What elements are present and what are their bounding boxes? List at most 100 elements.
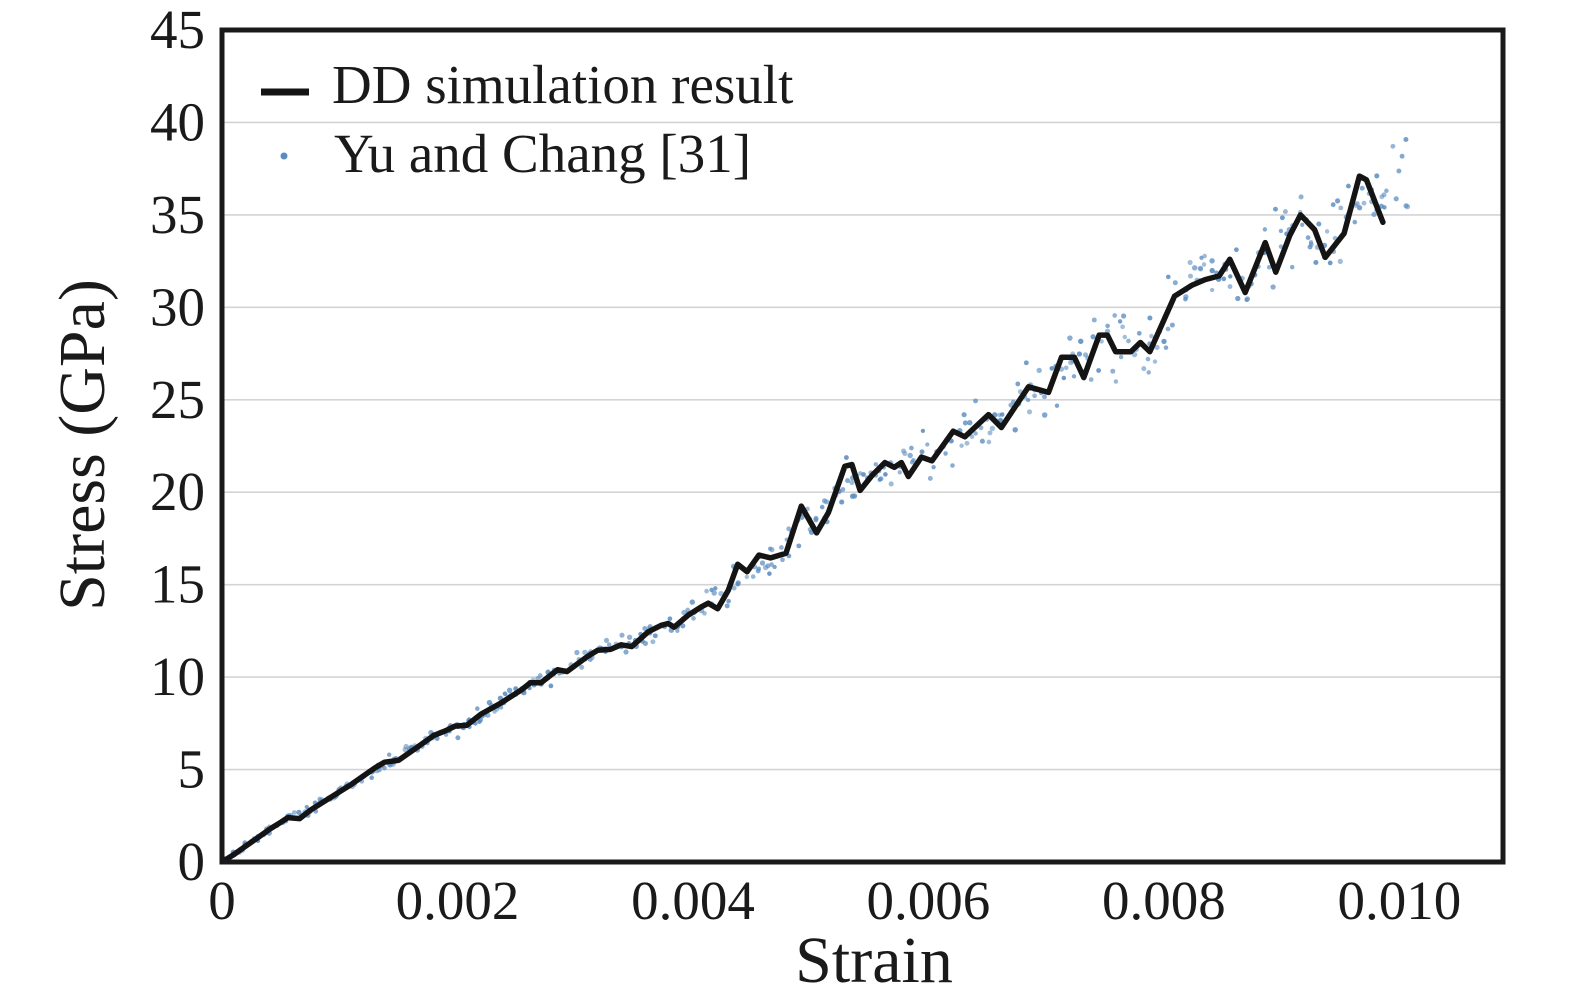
- x-tick-label-0.002: 0.002: [396, 870, 520, 931]
- scatter-point: [579, 664, 585, 670]
- scatter-point: [667, 616, 673, 622]
- scatter-point: [986, 439, 992, 445]
- scatter-point: [650, 639, 656, 645]
- scatter-point: [999, 412, 1005, 417]
- scatter-point: [1262, 227, 1268, 232]
- scatter-point: [1278, 244, 1284, 249]
- scatter-point: [1105, 323, 1110, 329]
- scatter-point: [1305, 235, 1311, 240]
- scatter-point: [1266, 265, 1272, 270]
- scatter-point: [1136, 330, 1142, 336]
- scatter-point: [574, 649, 580, 656]
- scatter-point: [978, 425, 984, 431]
- scatter-point: [1359, 185, 1365, 191]
- scatter-point: [1270, 284, 1276, 290]
- scatter-point: [537, 673, 543, 678]
- scatter-point: [1337, 258, 1343, 265]
- scatter-point: [769, 562, 774, 567]
- scatter-point: [1042, 394, 1047, 400]
- scatter-point: [1374, 173, 1380, 179]
- y-axis-tick-labels: 0 5 10 15 20 25 30 35 40 45: [150, 0, 205, 892]
- scatter-point: [911, 457, 916, 463]
- scatter-point: [973, 398, 978, 404]
- scatter-point: [623, 649, 629, 655]
- y-axis-title: Stress (GPa): [46, 279, 119, 611]
- scatter-point: [1036, 367, 1042, 374]
- scatter-point: [603, 637, 610, 643]
- scatter-point: [997, 417, 1003, 423]
- scatter-point: [1063, 365, 1069, 371]
- scatter-point: [902, 451, 908, 457]
- scatter-point: [843, 455, 849, 461]
- y-tick-label-45: 45: [150, 0, 205, 60]
- scatter-point: [1313, 259, 1319, 266]
- scatter-point: [402, 746, 409, 753]
- scatter-point: [455, 735, 461, 741]
- scatter-point: [883, 472, 888, 477]
- scatter-point: [691, 616, 696, 621]
- x-axis-title: Strain: [795, 924, 953, 997]
- scatter-point: [1012, 427, 1018, 433]
- scatter-point: [979, 438, 985, 444]
- scatter-point: [382, 765, 387, 771]
- scatter-point: [1399, 153, 1405, 159]
- scatter-point: [1015, 381, 1021, 387]
- scatter-point: [989, 425, 996, 432]
- scatter-point: [962, 420, 968, 426]
- scatter-point: [744, 574, 749, 580]
- scatter-point: [1154, 344, 1160, 351]
- scatter-point: [1396, 168, 1402, 174]
- scatter-point: [927, 475, 933, 481]
- scatter-point: [1201, 262, 1207, 267]
- scatter-point: [849, 480, 855, 486]
- scatter-point: [606, 642, 612, 647]
- scatter-point: [1198, 266, 1204, 272]
- scatter-point: [1099, 339, 1104, 344]
- scatter-point: [1172, 280, 1178, 286]
- scatter-point: [907, 452, 913, 459]
- scatter-point: [1041, 412, 1048, 418]
- scatter-point: [950, 463, 955, 468]
- y-tick-label-5: 5: [178, 739, 206, 800]
- scatter-point: [1199, 255, 1204, 260]
- scatter-point: [1113, 379, 1119, 384]
- y-tick-label-0: 0: [178, 831, 206, 892]
- scatter-point: [987, 430, 993, 436]
- scatter-point: [796, 543, 802, 549]
- scatter-point: [506, 687, 513, 693]
- line-series-dd-simulation: [222, 173, 1386, 862]
- scatter-point: [1308, 242, 1314, 247]
- x-tick-label-0.008: 0.008: [1102, 870, 1226, 931]
- scatter-point: [779, 545, 784, 550]
- plot-frame: [219, 27, 1506, 865]
- y-tick-label-35: 35: [150, 184, 205, 245]
- scatter-point: [1146, 370, 1151, 375]
- scatter-point: [548, 683, 554, 689]
- scatter-point: [642, 640, 649, 647]
- dd-simulation-curve: [222, 173, 1386, 862]
- scatter-point: [1076, 351, 1083, 357]
- scatter-point: [1061, 375, 1067, 381]
- scatter-point: [1090, 334, 1096, 340]
- scatter-point: [878, 476, 884, 482]
- scatter-point: [1091, 317, 1097, 323]
- scatter-point: [689, 599, 695, 605]
- legend-dd-label: DD simulation result: [332, 54, 793, 115]
- scatter-point: [582, 649, 588, 656]
- y-tick-label-25: 25: [150, 369, 205, 430]
- scatter-point: [1228, 274, 1233, 279]
- scatter-point: [813, 515, 819, 521]
- x-tick-label-0: 0: [208, 870, 236, 931]
- scatter-point: [750, 574, 756, 579]
- scatter-point: [964, 440, 970, 446]
- scatter-point: [1227, 284, 1233, 290]
- scatter-point: [931, 465, 936, 470]
- scatter-point: [291, 810, 297, 815]
- scatter-point: [919, 449, 925, 455]
- y-tick-label-10: 10: [150, 646, 205, 707]
- scatter-point: [1278, 228, 1284, 234]
- scatter-point: [1338, 205, 1344, 211]
- scatter-point: [1330, 202, 1336, 208]
